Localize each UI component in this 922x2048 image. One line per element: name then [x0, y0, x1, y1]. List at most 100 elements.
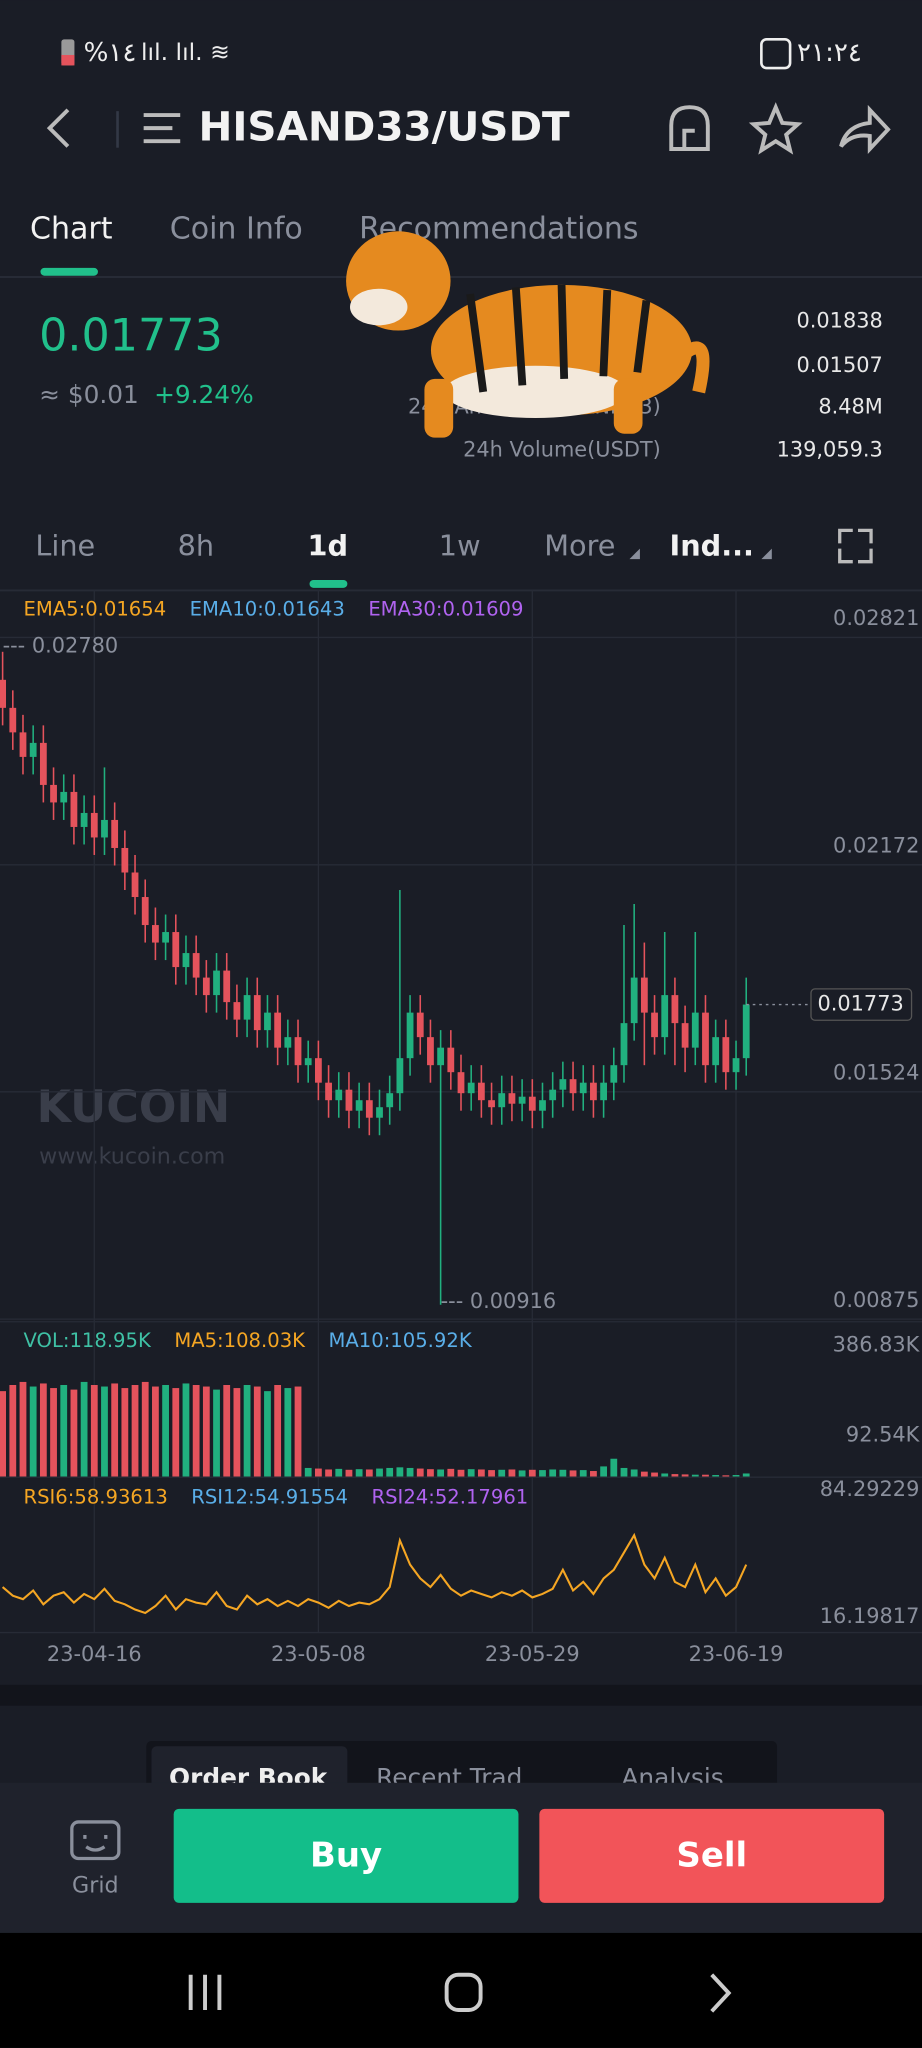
back-button[interactable]: [46, 108, 70, 148]
y-tick-label: 0.02821: [833, 606, 919, 630]
volume-bar: [355, 1469, 363, 1478]
volume-bar: [427, 1469, 434, 1478]
candle-body: [39, 742, 47, 785]
volume-bar: [365, 1469, 373, 1478]
volume-bar: [447, 1468, 455, 1478]
volume-bar: [386, 1467, 394, 1478]
legend-entry: MA5:108.03K: [174, 1329, 306, 1352]
candle-body: [355, 1100, 363, 1111]
candle-body: [406, 1012, 414, 1059]
candle-body: [376, 1107, 383, 1118]
volume-bar: [345, 1469, 353, 1478]
interval-tab[interactable]: 1w: [439, 528, 481, 562]
legend-entry: RSI12:54.91554: [191, 1486, 348, 1509]
volume-bar: [488, 1470, 495, 1478]
interval-tab[interactable]: Line: [35, 528, 95, 562]
signal-icons: lıl. lıl. ≋: [141, 38, 230, 66]
candle-body: [539, 1100, 546, 1111]
volume-bar: [539, 1470, 546, 1478]
x-tick-label: 23-04-16: [47, 1642, 142, 1666]
volume-bar: [284, 1388, 292, 1478]
stat-value: 0.01507: [796, 353, 882, 377]
grid-label[interactable]: Grid: [72, 1872, 119, 1898]
candle-body: [528, 1096, 536, 1111]
watermark-brand: KUCOIN: [37, 1082, 231, 1133]
volume-bar: [152, 1386, 159, 1478]
volume-bar: [90, 1384, 98, 1478]
volume-bar: [467, 1469, 475, 1478]
volume-bar: [9, 1384, 17, 1478]
sell-label[interactable]: Sell: [676, 1836, 747, 1876]
candle-body: [457, 1072, 465, 1094]
sell-button[interactable]: [539, 1808, 885, 1903]
nav-home[interactable]: [444, 1972, 483, 2012]
volume-bar: [304, 1467, 312, 1478]
volume-bar: [294, 1386, 302, 1478]
interval-tab[interactable]: 8h: [178, 528, 214, 562]
candle-body: [294, 1037, 302, 1066]
candle-body: [253, 995, 261, 1031]
x-tick-label: 23-05-08: [271, 1642, 366, 1666]
y-tick-label: 386.83K: [833, 1332, 921, 1356]
fullscreen-icon[interactable]: [838, 528, 873, 564]
volume-bar: [335, 1468, 343, 1478]
candle-body: [202, 977, 210, 996]
candle-body: [162, 932, 169, 943]
candle-body: [365, 1100, 373, 1118]
candle-body: [651, 1012, 658, 1038]
candle-body: [90, 812, 98, 838]
annotation: --- 0.00916: [441, 1289, 557, 1313]
volume-bar: [477, 1469, 485, 1478]
share-icon[interactable]: [839, 104, 891, 154]
candle-body: [243, 995, 251, 1020]
interval-tab[interactable]: More: [544, 528, 615, 562]
volume-bar: [702, 1474, 709, 1478]
candle-body: [620, 1023, 628, 1066]
annotation: --- 0.02780: [3, 634, 119, 658]
candle-body: [712, 1037, 720, 1066]
candle-body: [447, 1047, 455, 1073]
dropdown-arrow: [629, 548, 640, 560]
last-price-label: 0.01773: [817, 992, 903, 1016]
legend-entry: EMA10:0.01643: [190, 598, 345, 621]
buy-label[interactable]: Buy: [310, 1836, 382, 1876]
tiger-sticker: [346, 231, 710, 438]
candle-body: [630, 977, 638, 1024]
interval-tab[interactable]: Ind...: [670, 528, 754, 562]
grid-icon[interactable]: [70, 1820, 121, 1861]
grid-icon-face: [83, 1834, 108, 1852]
nav-back[interactable]: [710, 1973, 732, 2013]
volume-bar: [233, 1388, 241, 1478]
candle-body: [345, 1089, 353, 1111]
nav-recent[interactable]: [188, 1974, 222, 2010]
volume-bar: [162, 1384, 169, 1478]
legend-entry: RSI24:52.17961: [372, 1486, 529, 1509]
interval-underline: [309, 579, 348, 588]
volume-bar: [202, 1386, 210, 1478]
volume-bar: [19, 1381, 27, 1478]
interval-tab[interactable]: 1d: [308, 528, 349, 562]
candle-body: [335, 1089, 343, 1101]
candle-body: [141, 897, 149, 926]
tab-active[interactable]: Chart: [30, 211, 113, 246]
legend-entry: VOL:118.95K: [24, 1329, 152, 1352]
dropdown-arrow: [761, 548, 772, 560]
volume-bar: [406, 1467, 414, 1478]
tab[interactable]: Coin Info: [170, 211, 303, 246]
legend-entry: RSI6:58.93613: [24, 1486, 168, 1509]
volume-bar: [274, 1384, 282, 1478]
legend-entry: EMA30:0.01609: [368, 598, 523, 621]
menu-icon[interactable]: [143, 113, 181, 144]
favorite-icon[interactable]: [748, 102, 803, 155]
volume-bar: [559, 1469, 567, 1478]
candle-body: [386, 1093, 394, 1108]
volume-bar: [131, 1384, 139, 1478]
alert-icon[interactable]: [669, 105, 710, 151]
candle-body: [284, 1037, 292, 1048]
candle-body: [233, 1002, 241, 1020]
candle-body: [50, 784, 57, 803]
volume-bar: [213, 1389, 220, 1478]
buy-button[interactable]: [173, 1808, 519, 1903]
volume-bar: [50, 1388, 57, 1478]
